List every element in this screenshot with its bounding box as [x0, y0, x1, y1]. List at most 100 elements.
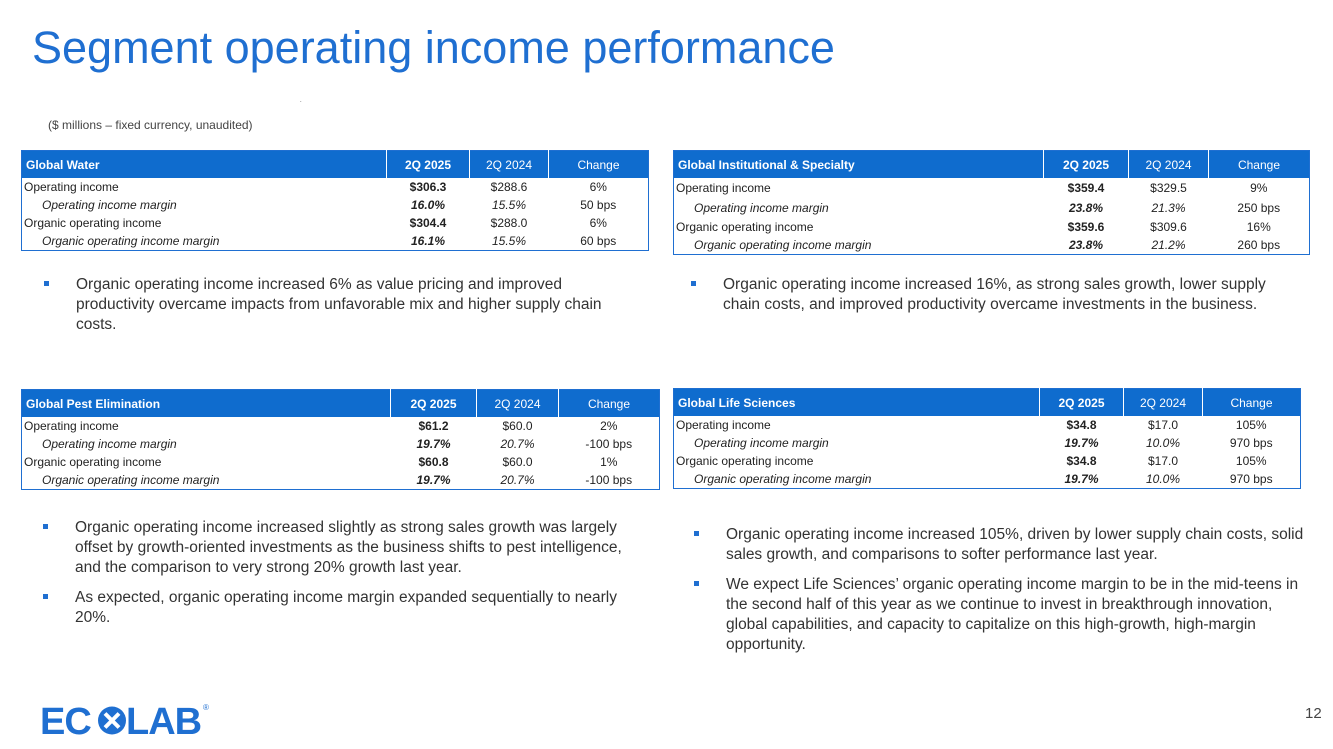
table-header-current: 2Q 2025	[390, 389, 477, 417]
svg-text:LAB: LAB	[126, 701, 201, 740]
row-change: 105%	[1235, 418, 1267, 432]
row-prior: 20.7%	[476, 471, 559, 490]
row-current: 23.8%	[1068, 201, 1104, 215]
bullet-marker	[44, 281, 49, 286]
table-header-prior: 2Q 2024	[1128, 150, 1209, 178]
row-current: $61.2	[418, 419, 449, 433]
bullet-marker	[43, 524, 48, 529]
row-change: 970 bps	[1202, 470, 1301, 489]
row-label: Operating income	[676, 181, 771, 195]
bullet-item: Organic operating income increased 6% as…	[44, 275, 616, 335]
row-label: Operating income margin	[694, 201, 829, 215]
svg-text:EC: EC	[40, 701, 91, 740]
table-header-prior: 2Q 2024	[469, 150, 549, 178]
row-label: Operating income margin	[42, 198, 177, 212]
row-label: Organic operating income margin	[21, 471, 391, 490]
row-change: 16%	[1246, 220, 1271, 234]
global-life-sciences-table: Global Life Sciences 2Q 2025 2Q 2024 Cha…	[673, 388, 1301, 489]
bullet-item: Organic operating income increased sligh…	[43, 518, 633, 578]
subtitle: ($ millions – fixed currency, unaudited)	[48, 118, 253, 132]
table-row: Organic operating income $34.8 $17.0 105%	[674, 452, 1301, 470]
row-prior: $309.6	[1150, 220, 1187, 234]
row-prior: 21.2%	[1128, 236, 1209, 255]
row-change: -100 bps	[558, 471, 660, 490]
table-row: Organic operating income margin 23.8% 21.2…	[673, 236, 1310, 255]
tick-mark: .	[300, 98, 302, 104]
table-header-current: 2Q 2025	[1039, 388, 1124, 416]
row-change: 6%	[589, 180, 607, 194]
table-row: Organic operating income margin 19.7% 10.0…	[673, 470, 1301, 489]
row-label: Operating income margin	[694, 436, 829, 450]
page-number: 12	[1305, 705, 1322, 722]
row-prior: $17.0	[1147, 454, 1179, 468]
row-label: Operating income	[24, 419, 119, 433]
row-prior: 10.0%	[1145, 436, 1181, 450]
table-header-current: 2Q 2025	[1043, 150, 1129, 178]
table-row: Operating income $34.8 $17.0 105%	[674, 416, 1301, 434]
bullet-marker	[43, 594, 48, 599]
row-change: -100 bps	[585, 437, 633, 451]
row-current: $34.8	[1066, 418, 1097, 432]
row-change: 6%	[589, 216, 607, 230]
row-change: 105%	[1235, 454, 1267, 468]
row-label: Organic operating income	[676, 220, 814, 234]
table-header-name: Global Water	[21, 150, 387, 178]
table-header-change: Change	[548, 150, 649, 178]
row-prior: $60.0	[502, 419, 533, 433]
bullet-marker	[691, 281, 696, 286]
row-label: Operating income	[676, 418, 771, 432]
row-label: Organic operating income margin	[21, 232, 387, 251]
table-header-current: 2Q 2025	[386, 150, 470, 178]
table-row: Operating income $306.3 $288.6 6%	[22, 178, 649, 196]
row-label: Organic operating income	[676, 454, 814, 468]
row-prior: 15.5%	[491, 198, 527, 212]
global-pest-table: Global Pest Elimination 2Q 2025 2Q 2024 …	[21, 389, 660, 490]
row-change: 50 bps	[580, 198, 617, 212]
table-row: Organic operating income margin 16.1% 15.5…	[21, 232, 649, 251]
table-row: Operating income margin 19.7% 10.0% 970 bps	[674, 434, 1301, 452]
table-row: Operating income margin 23.8% 21.3% 250 bps	[674, 198, 1310, 218]
table-header-prior: 2Q 2024	[476, 389, 559, 417]
row-change: 60 bps	[548, 232, 649, 251]
row-label: Organic operating income margin	[673, 470, 1040, 489]
row-label: Operating income	[24, 180, 119, 194]
row-change: 9%	[1250, 181, 1268, 195]
table-row: Organic operating income margin 19.7% 20.7…	[21, 471, 660, 490]
row-prior: $17.0	[1147, 418, 1179, 432]
row-prior: 20.7%	[500, 437, 535, 451]
row-current: $60.8	[418, 455, 449, 469]
table-header-name: Global Pest Elimination	[21, 389, 391, 417]
ecolab-logo: EC LAB ®	[40, 700, 215, 745]
row-current: 19.7%	[1064, 436, 1099, 450]
table-header-prior: 2Q 2024	[1123, 388, 1203, 416]
bullet-item: As expected, organic operating income ma…	[43, 588, 633, 628]
svg-text:®: ®	[203, 703, 209, 712]
row-label: Operating income margin	[42, 437, 177, 451]
row-change: 250 bps	[1237, 201, 1281, 215]
row-prior: $288.6	[490, 180, 528, 194]
row-change: 2%	[600, 419, 618, 433]
table-row: Operating income $359.4 $329.5 9%	[674, 178, 1310, 198]
table-row: Organic operating income $304.4 $288.0 6%	[22, 214, 649, 232]
institutional-bullets: Organic operating income increased 16%, …	[691, 275, 1291, 325]
row-prior: 21.3%	[1151, 201, 1186, 215]
row-label: Organic operating income	[24, 216, 162, 230]
table-header-name: Global Life Sciences	[673, 388, 1040, 416]
row-change: 970 bps	[1229, 436, 1273, 450]
table-header-change: Change	[1208, 150, 1310, 178]
row-prior: $288.0	[490, 216, 528, 230]
life-sciences-bullets: Organic operating income increased 105%,…	[694, 525, 1304, 665]
bullet-item: Organic operating income increased 16%, …	[691, 275, 1291, 315]
water-bullets: Organic operating income increased 6% as…	[44, 275, 616, 345]
table-header-change: Change	[1202, 388, 1301, 416]
global-institutional-table: Global Institutional & Specialty 2Q 2025…	[673, 150, 1310, 255]
page-title: Segment operating income performance	[32, 22, 835, 73]
row-current: $306.3	[409, 180, 447, 194]
row-prior: 15.5%	[469, 232, 549, 251]
row-prior: $60.0	[502, 455, 533, 469]
table-row: Operating income $61.2 $60.0 2%	[22, 417, 660, 435]
row-current: 19.7%	[416, 437, 451, 451]
ecolab-logo-mark: EC LAB ®	[40, 701, 209, 743]
row-label: Organic operating income	[24, 455, 162, 469]
table-row: Organic operating income $60.8 $60.0 1%	[22, 453, 660, 471]
